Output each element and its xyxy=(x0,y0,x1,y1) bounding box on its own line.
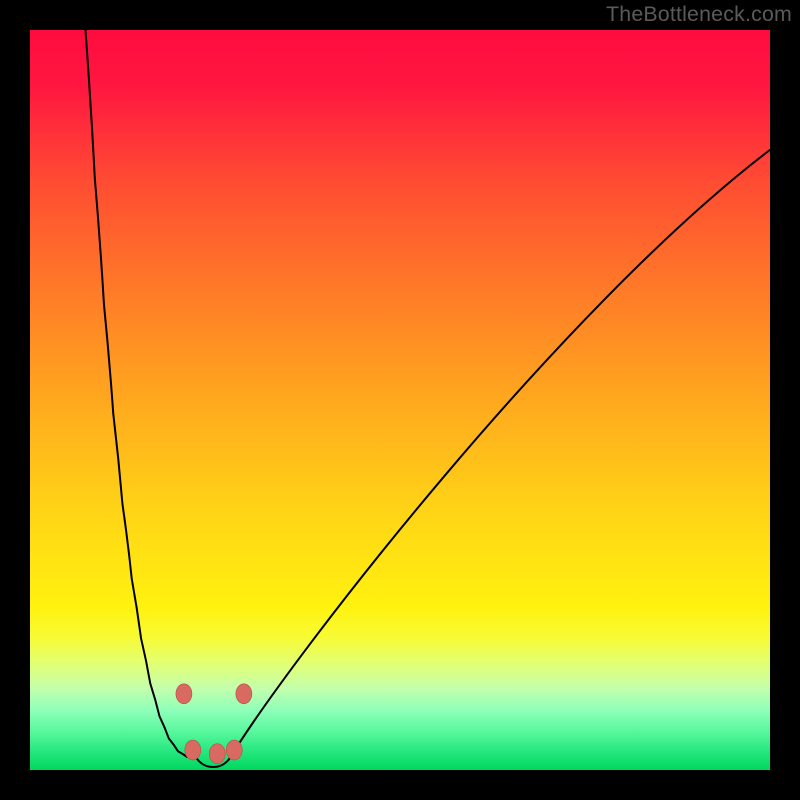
chart-frame: TheBottleneck.com xyxy=(0,0,800,800)
trough-marker-1 xyxy=(185,740,201,760)
trough-marker-2 xyxy=(209,744,225,764)
bottleneck-curve-chart xyxy=(30,30,770,770)
gradient-background xyxy=(30,30,770,770)
plot-area xyxy=(30,30,770,770)
attribution-text: TheBottleneck.com xyxy=(606,2,792,27)
trough-marker-3 xyxy=(226,740,242,760)
trough-marker-0 xyxy=(176,684,192,704)
trough-marker-4 xyxy=(236,684,252,704)
